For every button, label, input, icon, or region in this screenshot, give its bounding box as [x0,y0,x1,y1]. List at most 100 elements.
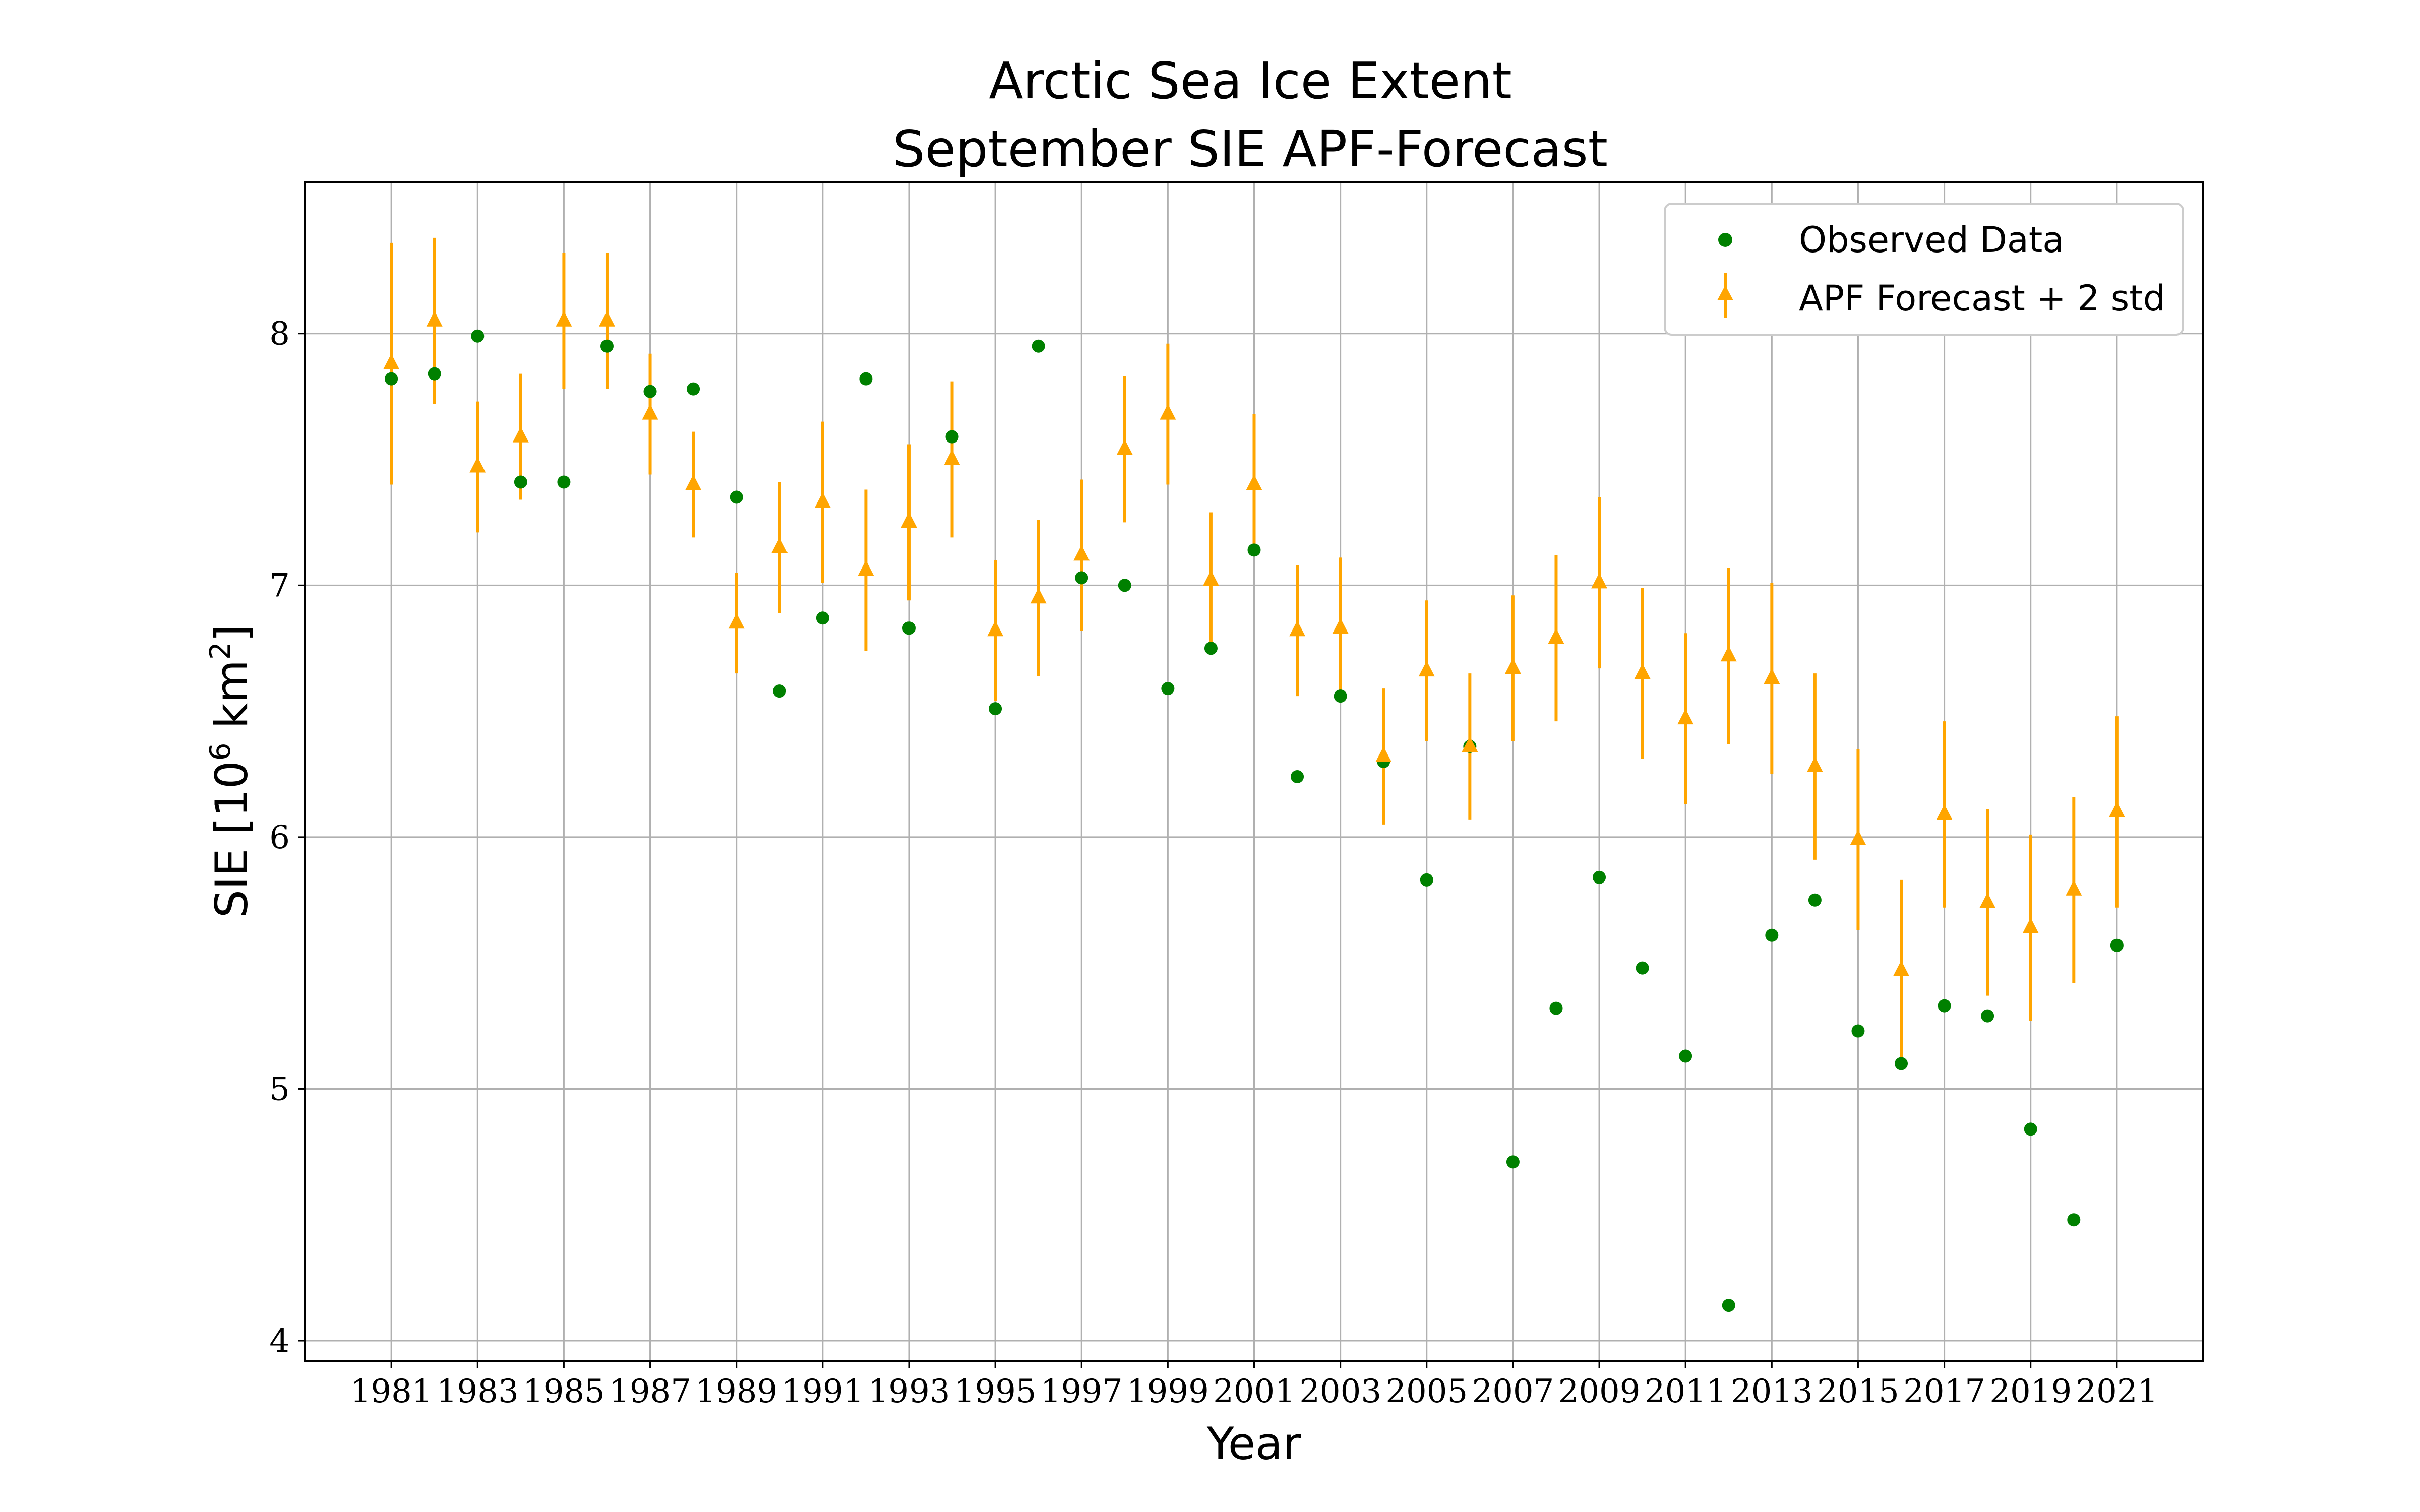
legend-forecast-marker [1717,285,1733,300]
observed-point [1334,689,1347,703]
observed-point [1636,961,1649,975]
observed-point [1032,339,1045,353]
observed-point [1938,999,1951,1013]
forecast-point [1030,588,1047,604]
chart-title-line-2: September SIE APF-Forecast [893,119,1608,178]
forecast-point [1418,661,1435,677]
forecast-point [2108,801,2125,817]
observed-points [385,329,2124,1312]
observed-point [1247,543,1261,557]
observed-point [471,329,485,343]
observed-point [1118,579,1131,592]
y-ticks: 4 5 6 7 8 [269,316,305,1360]
observed-point [557,475,571,489]
forecast-point [1548,628,1564,644]
y-tick-label: 6 [269,819,290,856]
forecast-point [1850,829,1866,845]
y-tick-label: 4 [269,1322,290,1360]
observed-point [600,339,614,353]
observed-point [2110,938,2124,952]
legend-box [1664,203,2184,336]
chart-title-line-1: Arctic Sea Ice Extent [989,51,1512,110]
forecast-point [1591,573,1608,589]
forecast-point [1246,474,1262,490]
x-tick-label: 1995 [954,1373,1037,1410]
forecast-point [685,474,702,490]
observed-point [1420,873,1433,887]
observed-point [385,372,398,386]
forecast-point [814,492,831,508]
observed-point [1851,1024,1865,1038]
observed-point [989,702,1002,716]
observed-point [945,430,959,444]
observed-point [514,475,527,489]
x-tick-label: 1981 [350,1373,433,1410]
observed-point [1679,1049,1692,1063]
x-tick-label: 2005 [1385,1373,1468,1410]
observed-point [816,611,829,625]
x-tick-label: 2009 [1558,1373,1641,1410]
x-tick-label: 1997 [1041,1373,1123,1410]
forecast-point [1202,570,1219,586]
y-tick-label: 5 [269,1070,290,1108]
y-axis-label-unit-exp: 2 [204,642,237,660]
forecast-point [2066,879,2082,896]
observed-point [1506,1155,1520,1169]
x-tick-label: 2013 [1731,1373,1813,1410]
x-tick-label: 2007 [1472,1373,1554,1410]
forecast-point [987,620,1004,637]
forecast-point [642,404,658,420]
forecast-point [1677,709,1694,725]
forecast-point [1936,804,1953,820]
x-tick-label: 2019 [1989,1373,2072,1410]
x-tick-label: 2003 [1299,1373,1381,1410]
x-tick-label: 1989 [695,1373,777,1410]
observed-point [859,372,873,386]
forecast-point [598,310,615,327]
observed-point [2024,1122,2037,1136]
observed-point [428,367,441,381]
observed-point [1549,1001,1563,1015]
forecast-points [383,310,2125,976]
forecast-point [944,449,960,465]
x-ticks: 1981 1983 1985 1987 1989 1991 1993 1995 1997 1999… [350,1361,2158,1410]
forecast-point [1979,892,1996,908]
observed-point [1075,571,1088,585]
y-axis-label-unit: km [206,660,258,743]
x-axis-label: Year [1206,1418,1301,1470]
observed-point [730,490,743,504]
forecast-point [771,537,788,553]
forecast-point [1462,736,1478,752]
forecast-point [1504,658,1521,674]
x-tick-label: 2011 [1645,1373,1727,1410]
y-tick-label: 7 [269,567,290,604]
forecast-point [1289,620,1306,637]
observed-point [1593,870,1606,884]
x-tick-label: 2015 [1817,1373,1899,1410]
x-tick-label: 1993 [868,1373,950,1410]
y-axis-label: SIE [106 km2] [204,624,258,918]
forecast-point [1806,757,1823,773]
y-axis-label-main: SIE [10 [206,761,258,918]
x-tick-label: 1987 [609,1373,691,1410]
forecast-point [1160,404,1176,420]
forecast-point [858,560,874,576]
x-tick-label: 1983 [437,1373,519,1410]
forecast-point [426,310,443,327]
x-tick-label: 2021 [2076,1373,2158,1410]
forecast-point [1634,663,1651,679]
forecast-point [556,310,572,327]
observed-point [1722,1299,1735,1312]
observed-point [1161,682,1175,696]
observed-point [1204,642,1218,655]
forecast-point [1375,746,1392,763]
legend-observed-label: Observed Data [1799,219,2064,261]
observed-point [2067,1213,2081,1227]
forecast-point [1764,668,1780,684]
forecast-point [1116,439,1133,455]
x-tick-label: 2001 [1213,1373,1295,1410]
forecast-point [900,512,917,528]
forecast-point [512,426,529,443]
observed-point [643,385,657,398]
y-tick-label: 8 [269,316,290,353]
